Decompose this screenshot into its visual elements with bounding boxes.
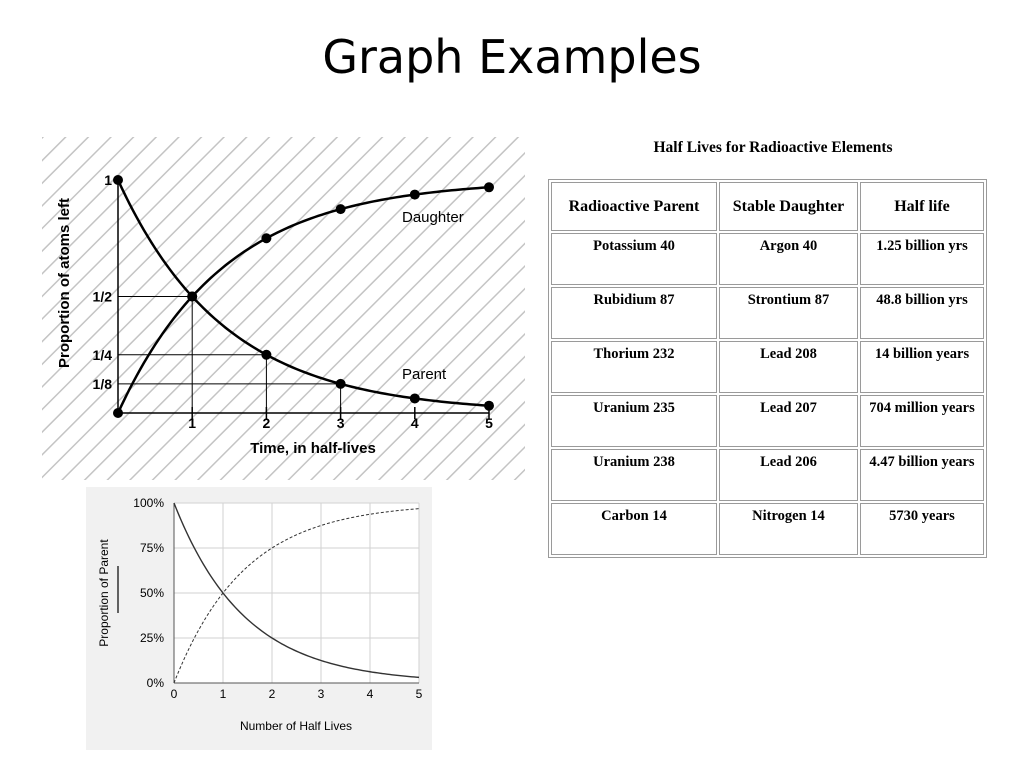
- table-cell: Nitrogen 14: [719, 503, 858, 555]
- table-cell: Lead 207: [719, 395, 858, 447]
- half-life-hatched-chart: 1 2 3 4 5 1 1/2 1/4 1/8 Time, in half-lives Prop…: [42, 137, 525, 480]
- slide-title: Graph Examples: [322, 30, 702, 84]
- table-cell: Uranium 235: [551, 395, 717, 447]
- table-cell: 1.25 billion yrs: [860, 233, 984, 285]
- table-header-row: Radioactive Parent Stable Daughter Half …: [551, 182, 984, 231]
- column-header: Radioactive Parent: [551, 182, 717, 231]
- proportion-of-parent-chart: 0 1 2 3 4 5 100% 75% 50% 25% 0% Number of Half Liv…: [86, 487, 432, 750]
- x-tick-label: 5: [485, 415, 493, 431]
- data-point-daughter: [335, 204, 346, 215]
- table-cell: 704 million years: [860, 395, 984, 447]
- data-point-daughter: [113, 408, 123, 418]
- series-line-parent: [116, 179, 490, 407]
- y-tick-label: 50%: [140, 586, 164, 600]
- table-cell: 14 billion years: [860, 341, 984, 393]
- series-label-daughter: Daughter: [402, 209, 464, 226]
- series-line-dashed: [173, 508, 420, 684]
- table-cell: Lead 206: [719, 449, 858, 501]
- x-tick-label: 3: [337, 415, 345, 431]
- y-tick-label: 1/2: [93, 289, 113, 305]
- column-header: Half life: [860, 182, 984, 231]
- y-tick-label: 25%: [140, 631, 164, 645]
- y-tick-label: 1/4: [93, 347, 113, 363]
- x-tick-label: 0: [171, 687, 178, 701]
- data-point-daughter: [484, 182, 494, 193]
- y-axis-label: Proportion of atoms left: [56, 198, 73, 368]
- x-tick-label: 2: [269, 687, 276, 701]
- table-title: Half Lives for Radioactive Elements: [653, 139, 893, 156]
- table-cell: 5730 years: [860, 503, 984, 555]
- data-point-parent: [335, 378, 346, 389]
- table-cell: Lead 208: [719, 341, 858, 393]
- x-tick-label: 1: [188, 415, 196, 431]
- x-tick-label: 5: [416, 687, 423, 701]
- x-axis-label: Time, in half-lives: [250, 440, 376, 457]
- table-row: Uranium 235 Lead 207 704 million years: [551, 395, 984, 447]
- table-cell: Potassium 40: [551, 233, 717, 285]
- table-cell: Thorium 232: [551, 341, 717, 393]
- y-tick-label: 75%: [140, 541, 164, 555]
- hatched-background: [42, 137, 525, 480]
- column-header: Stable Daughter: [719, 182, 858, 231]
- table-cell: Carbon 14: [551, 503, 717, 555]
- table-cell: 48.8 billion yrs: [860, 287, 984, 339]
- table-row: Rubidium 87 Strontium 87 48.8 billion yr…: [551, 287, 984, 339]
- data-point-parent: [261, 349, 272, 360]
- y-tick-label: 0%: [147, 676, 165, 690]
- y-tick-label: 1: [104, 172, 112, 188]
- table-cell: Strontium 87: [719, 287, 858, 339]
- table-cell: Argon 40: [719, 233, 858, 285]
- data-point-parent: [187, 291, 198, 302]
- x-tick-label: 2: [263, 415, 271, 431]
- table-cell: Rubidium 87: [551, 287, 717, 339]
- series-line-solid: [173, 502, 420, 679]
- data-point-daughter: [409, 189, 420, 200]
- data-point-parent: [484, 400, 494, 411]
- y-tick-label: 100%: [133, 496, 164, 510]
- table-cell: 4.47 billion years: [860, 449, 984, 501]
- half-lives-table: Radioactive Parent Stable Daughter Half …: [548, 179, 987, 558]
- table-row: Uranium 238 Lead 206 4.47 billion years: [551, 449, 984, 501]
- x-axis-label: Number of Half Lives: [240, 719, 352, 733]
- y-axis-label: Proportion of Parent: [97, 539, 111, 647]
- table-cell: Uranium 238: [551, 449, 717, 501]
- y-tick-label: 1/8: [93, 376, 113, 392]
- data-point-parent: [409, 393, 420, 404]
- series-line-daughter: [116, 186, 490, 414]
- x-tick-label: 4: [411, 415, 419, 431]
- table-row: Potassium 40 Argon 40 1.25 billion yrs: [551, 233, 984, 285]
- x-tick-label: 3: [318, 687, 325, 701]
- series-label-parent: Parent: [402, 366, 447, 383]
- data-point-parent: [113, 175, 123, 185]
- data-point-daughter: [261, 233, 272, 244]
- table-row: Thorium 232 Lead 208 14 billion years: [551, 341, 984, 393]
- x-tick-label: 1: [220, 687, 227, 701]
- x-tick-label: 4: [367, 687, 374, 701]
- table-row: Carbon 14 Nitrogen 14 5730 years: [551, 503, 984, 555]
